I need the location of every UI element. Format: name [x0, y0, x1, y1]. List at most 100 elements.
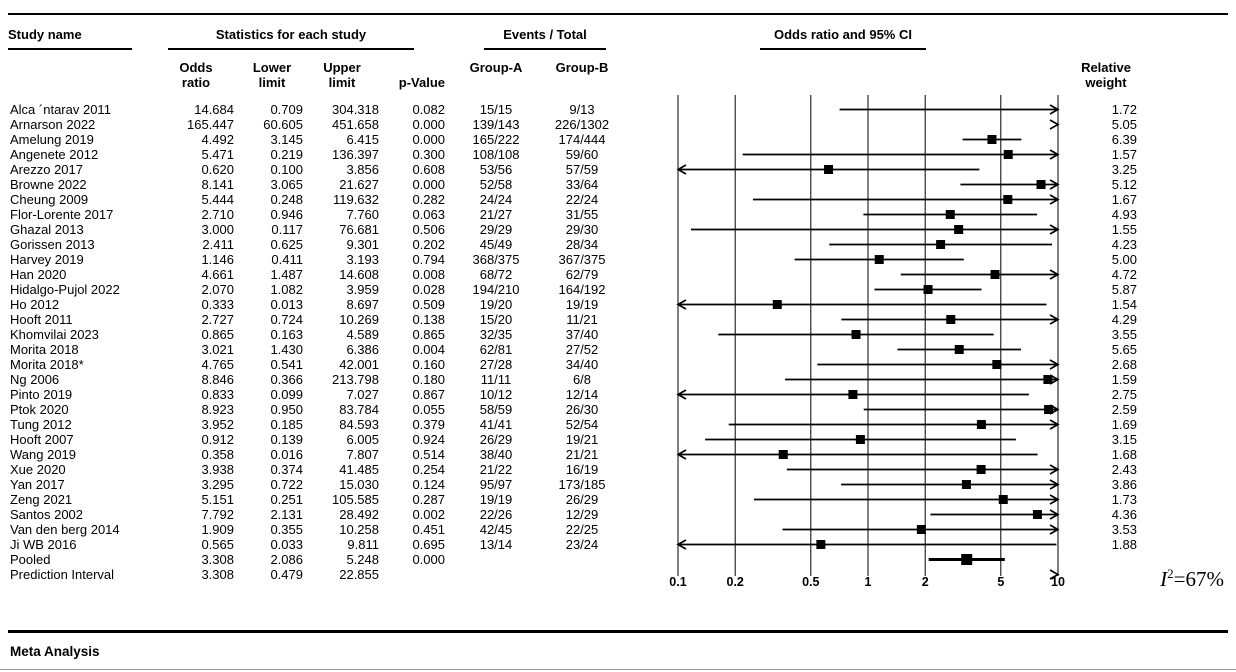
- p-value-cell: 0.002: [412, 507, 445, 522]
- relative-weight-cell: 1.67: [1111, 192, 1137, 207]
- odds-ratio-cell: 0.833: [201, 387, 234, 402]
- table-row: Van den berg 2014 1.909 0.355 10.258 0.451 42…: [0, 522, 1236, 537]
- study-name-cell: Van den berg 2014: [10, 522, 120, 537]
- table-row: Morita 2018* 4.765 0.541 42.001 0.160 27/28 34…: [0, 357, 1236, 372]
- odds-ratio-marker: [923, 285, 933, 294]
- group-b-cell: 29/30: [565, 222, 599, 237]
- odds-ratio-marker: [816, 540, 826, 549]
- odds-ratio-marker: [772, 300, 782, 309]
- upper-limit-cell: 10.269: [339, 312, 379, 327]
- study-name-cell: Ji WB 2016: [10, 537, 77, 552]
- table-row: Pinto 2019 0.833 0.099 7.027 0.867 10/12 12/14…: [0, 387, 1236, 402]
- odds-ratio-marker: [1003, 150, 1013, 159]
- odds-ratio-marker: [851, 330, 861, 339]
- table-row: Han 2020 4.661 1.487 14.608 0.008 68/72 62/79 4…: [0, 267, 1236, 282]
- odds-ratio-marker: [990, 270, 1000, 279]
- upper-limit-cell: 9.301: [346, 237, 379, 252]
- study-name-cell: Harvey 2019: [10, 252, 84, 267]
- group-b-cell: 23/24: [565, 537, 599, 552]
- lower-limit-cell: 2.086: [270, 552, 303, 567]
- odds-ratio-cell: 2.710: [201, 207, 234, 222]
- odds-ratio-cell: 165.447: [187, 117, 234, 132]
- relative-weight-cell: 1.59: [1111, 372, 1137, 387]
- odds-ratio-marker: [936, 240, 946, 249]
- group-b-cell: 22/24: [565, 192, 599, 207]
- subheader-group-a: Group-A: [469, 60, 523, 75]
- p-value-cell: 0.008: [412, 267, 445, 282]
- odds-ratio-marker: [916, 525, 926, 534]
- odds-ratio-cell: 3.938: [201, 462, 234, 477]
- i-squared-exponent: 2: [1167, 566, 1174, 581]
- p-value-cell: 0.695: [412, 537, 445, 552]
- odds-ratio-cell: 4.492: [201, 132, 234, 147]
- table-row: Morita 2018 3.021 1.430 6.386 0.004 62/81 27/5…: [0, 342, 1236, 357]
- upper-limit-cell: 9.811: [347, 537, 379, 552]
- group-b-cell: 16/19: [565, 462, 599, 477]
- study-name-cell: Yan 2017: [10, 477, 65, 492]
- group-a-cell: 165/222: [472, 132, 520, 147]
- upper-limit-cell: 42.001: [339, 357, 379, 372]
- study-name-cell: Gorissen 2013: [10, 237, 95, 252]
- upper-limit-cell: 84.593: [339, 417, 379, 432]
- study-name-cell: Pooled: [10, 552, 51, 567]
- lower-limit-cell: 0.117: [271, 222, 303, 237]
- subheader-group-b: Group-B: [555, 60, 609, 75]
- group-b-cell: 367/375: [558, 252, 606, 267]
- group-b-cell: 226/1302: [554, 117, 610, 132]
- odds-ratio-marker: [961, 554, 973, 565]
- column-header-events-total: Events / Total: [484, 28, 606, 50]
- right-clip-arrow-icon: [1049, 524, 1060, 535]
- upper-limit-cell: 213.798: [332, 372, 379, 387]
- table-row: Hidalgo-Pujol 2022 2.070 1.082 3.959 0.028 19…: [0, 282, 1236, 297]
- lower-limit-cell: 0.100: [270, 162, 303, 177]
- odds-ratio-marker: [992, 360, 1002, 369]
- p-value-cell: 0.180: [412, 372, 445, 387]
- odds-ratio-cell: 1.909: [201, 522, 234, 537]
- column-header-odds-ratio-ci: Odds ratio and 95% CI: [760, 28, 926, 50]
- relative-weight-cell: 5.87: [1111, 282, 1137, 297]
- subheader-upper-limit: Upper limit: [306, 60, 378, 90]
- group-b-cell: 57/59: [565, 162, 599, 177]
- lower-limit-cell: 0.709: [270, 102, 303, 117]
- right-clip-arrow-icon: [1049, 374, 1060, 385]
- relative-weight-cell: 6.39: [1111, 132, 1137, 147]
- group-a-cell: 19/19: [479, 492, 513, 507]
- study-name-cell: Zeng 2021: [10, 492, 73, 507]
- right-clip-arrow-icon: [1049, 359, 1060, 370]
- table-row: Arnarson 2022 165.447 60.605 451.658 0.000 13…: [0, 117, 1236, 132]
- odds-ratio-cell: 5.151: [201, 492, 234, 507]
- table-row: Gorissen 2013 2.411 0.625 9.301 0.202 45/49 28…: [0, 237, 1236, 252]
- group-a-cell: 32/35: [479, 327, 513, 342]
- right-clip-arrow-icon: [1049, 179, 1060, 190]
- lower-limit-cell: 0.355: [270, 522, 303, 537]
- relative-weight-cell: 5.05: [1111, 117, 1137, 132]
- upper-limit-cell: 119.632: [332, 192, 379, 207]
- study-name-cell: Amelung 2019: [10, 132, 94, 147]
- table-row: Ji WB 2016 0.565 0.033 9.811 0.695 13/14 23/24…: [0, 537, 1236, 552]
- right-clip-arrow-icon: [1049, 149, 1060, 160]
- i-squared-symbol: I: [1160, 567, 1168, 591]
- odds-ratio-marker: [954, 225, 964, 234]
- right-clip-arrow-icon: [1049, 119, 1060, 130]
- group-a-cell: 13/14: [479, 537, 513, 552]
- study-name-cell: Han 2020: [10, 267, 67, 282]
- lower-limit-cell: 0.185: [270, 417, 303, 432]
- group-a-cell: 38/40: [479, 447, 513, 462]
- lower-limit-cell: 0.139: [270, 432, 303, 447]
- study-name-cell: Ng 2006: [10, 372, 60, 387]
- lower-limit-cell: 0.625: [270, 237, 303, 252]
- group-a-cell: 26/29: [479, 432, 513, 447]
- axis-tick-label: 0.5: [802, 575, 819, 589]
- group-a-cell: 15/15: [479, 102, 513, 117]
- lower-limit-cell: 1.487: [270, 267, 303, 282]
- odds-ratio-cell: 8.141: [201, 177, 234, 192]
- group-a-cell: 62/81: [479, 342, 513, 357]
- odds-ratio-cell: 1.146: [201, 252, 234, 267]
- figure-caption: Meta Analysis: [10, 644, 100, 659]
- table-row: Wang 2019 0.358 0.016 7.807 0.514 38/40 21/21 1…: [0, 447, 1236, 462]
- relative-weight-cell: 1.57: [1111, 147, 1137, 162]
- relative-weight-cell: 3.86: [1111, 477, 1137, 492]
- study-name-cell: Morita 2018: [10, 342, 79, 357]
- table-row: Prediction Interval 3.308 0.479 22.855: [0, 567, 1236, 582]
- odds-ratio-cell: 0.620: [201, 162, 234, 177]
